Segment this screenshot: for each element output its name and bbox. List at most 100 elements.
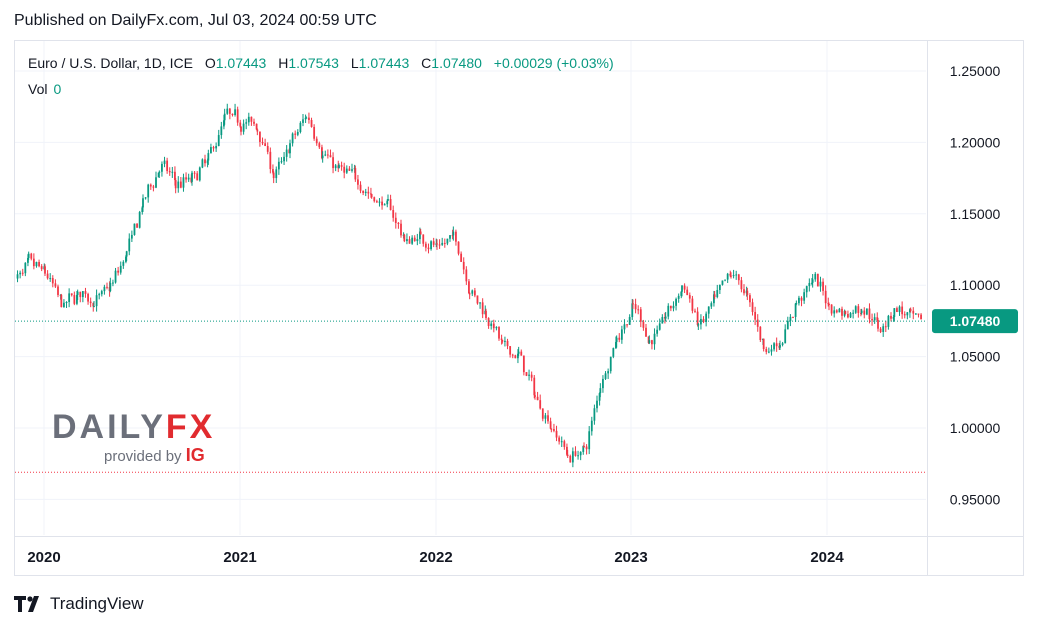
candle-body	[628, 317, 631, 325]
open-value: 1.07443	[215, 55, 267, 71]
candle-body	[430, 241, 432, 250]
candle-body	[828, 303, 830, 305]
candle-body	[239, 122, 242, 127]
candle-body	[865, 308, 868, 315]
candle-body	[334, 165, 337, 169]
candle-body	[729, 273, 732, 276]
candle-body	[517, 351, 520, 354]
candle-body	[378, 201, 381, 203]
candle-body	[490, 323, 493, 326]
candle-body	[95, 295, 98, 307]
candle-body	[901, 306, 904, 315]
candle-body	[63, 302, 65, 308]
time-axis-separator	[14, 536, 1024, 537]
candle-body	[87, 293, 89, 302]
candle-body	[362, 190, 365, 193]
candle-body	[781, 343, 784, 345]
candle-body	[751, 302, 754, 312]
candle-body	[141, 207, 144, 213]
candle-body	[109, 282, 112, 292]
open-label: O	[204, 55, 216, 71]
candle-body	[509, 346, 512, 355]
low-label: L	[350, 55, 359, 71]
candle-body	[35, 261, 38, 267]
low-value: 1.07443	[358, 55, 410, 71]
candle-body	[528, 374, 530, 376]
candle-body	[522, 355, 525, 373]
candle-body	[553, 429, 555, 431]
candle-body	[737, 274, 740, 281]
candle-body	[201, 159, 204, 168]
candle-body	[269, 151, 272, 170]
candle-body	[485, 310, 487, 319]
candle-body	[70, 293, 73, 296]
candle-body	[223, 120, 225, 127]
candle-body	[326, 154, 329, 156]
candle-body	[457, 241, 460, 254]
candle-body	[443, 242, 446, 244]
candle-body	[117, 270, 120, 273]
close-label: C	[421, 55, 432, 71]
candle-body	[272, 169, 274, 173]
volume-legend: Vol 0	[28, 81, 61, 97]
candle-body	[669, 305, 672, 309]
candle-body	[582, 446, 585, 452]
candle-body	[620, 329, 623, 340]
candle-body	[892, 316, 895, 319]
candle-body	[196, 173, 199, 181]
candle-body	[618, 337, 621, 340]
candle-body	[106, 286, 108, 288]
candle-body	[476, 295, 479, 304]
candle-body	[873, 317, 876, 321]
candle-body	[44, 266, 46, 274]
candle-body	[291, 133, 294, 144]
candle-body	[416, 239, 419, 242]
candle-body	[147, 184, 150, 198]
candle-body	[234, 109, 236, 116]
candle-body	[609, 356, 612, 372]
last-price-label: 1.07480	[950, 313, 1001, 329]
tradingview-logo[interactable]: TradingView	[14, 594, 144, 614]
candle-body	[651, 340, 653, 345]
candle-body	[84, 291, 87, 294]
chart-frame	[14, 40, 1024, 576]
candle-body	[517, 353, 519, 359]
candle-body	[811, 279, 814, 283]
x-tick-label: 2020	[27, 549, 60, 566]
candle-body	[364, 191, 367, 193]
y-tick-label: 1.10000	[950, 277, 1001, 293]
candle-body	[857, 306, 860, 313]
candle-body	[675, 298, 677, 306]
candle-body	[530, 374, 533, 378]
candle-body	[210, 147, 212, 154]
candle-body	[612, 348, 615, 357]
candle-body	[501, 339, 504, 342]
candle-body	[520, 351, 523, 356]
candle-body	[242, 123, 245, 132]
candle-body	[432, 241, 435, 245]
candle-body	[677, 295, 680, 299]
candle-body	[411, 237, 414, 244]
candle-body	[206, 160, 209, 164]
candle-body	[240, 126, 242, 132]
candle-body	[694, 310, 696, 312]
candle-body	[754, 311, 757, 320]
candle-body	[381, 201, 383, 206]
candle-body	[343, 166, 346, 173]
candle-body	[419, 231, 422, 235]
candle-body	[756, 319, 759, 327]
candle-body	[204, 159, 206, 164]
candle-body	[54, 283, 57, 287]
dailyfx-logo: DAILYFX provided by IG	[52, 408, 215, 466]
candle-body	[455, 231, 457, 242]
candle-body	[152, 186, 155, 188]
candle-body	[40, 266, 43, 270]
candle-body	[422, 234, 425, 244]
candle-body	[536, 396, 539, 401]
candle-body	[367, 191, 370, 194]
candle-body	[566, 454, 569, 456]
candle-body	[830, 304, 833, 314]
candle-body	[386, 200, 389, 205]
candle-body	[696, 311, 699, 325]
